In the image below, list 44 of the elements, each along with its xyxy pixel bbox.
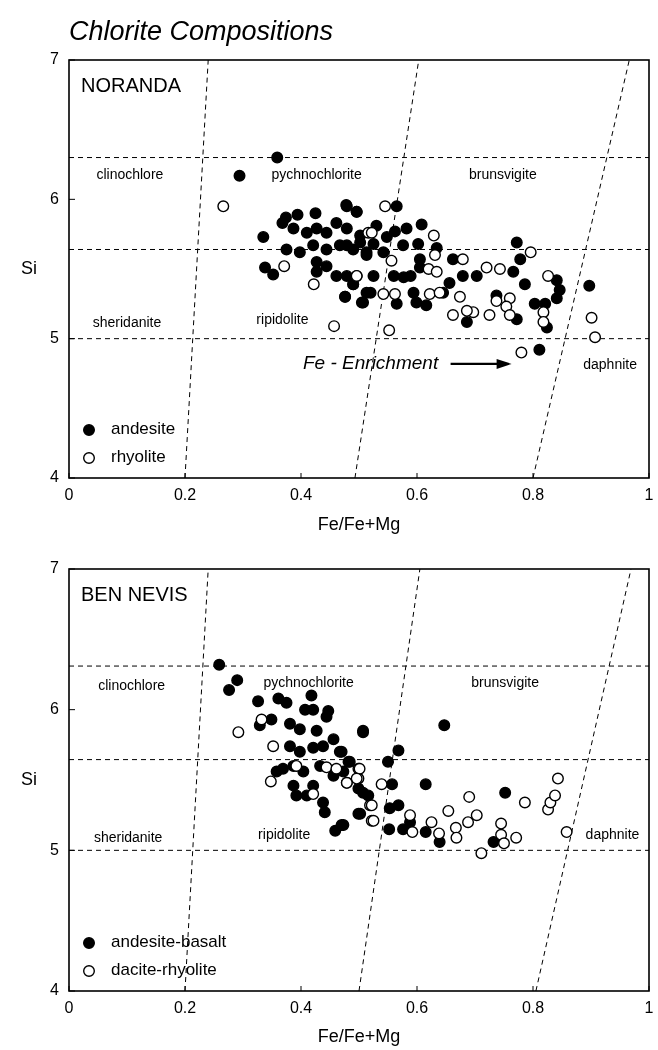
x-tick-label: 0.2 bbox=[173, 486, 197, 503]
annotation: brunsvigite bbox=[471, 673, 540, 690]
annotation: sheridanite bbox=[93, 828, 163, 845]
annotation: sheridanite bbox=[92, 314, 162, 331]
y-tick-label: 7 bbox=[50, 50, 60, 68]
annotation: clinochlore bbox=[96, 166, 164, 183]
annotation: Fe - Enrichment bbox=[303, 351, 439, 373]
annotation: daphnite bbox=[583, 355, 638, 372]
y-tick-label: 7 bbox=[50, 559, 60, 577]
x-axis-title: Fe/Fe+Mg bbox=[317, 514, 401, 534]
x-tick-label: 0.6 bbox=[405, 486, 429, 503]
x-tick-label: 0.4 bbox=[289, 999, 313, 1016]
x-tick-label: 0.6 bbox=[405, 999, 429, 1016]
y-tick-label: 6 bbox=[50, 189, 60, 207]
chart-title: Chlorite Compositions bbox=[69, 16, 334, 46]
annotation: pychnochlorite bbox=[271, 166, 363, 183]
y-axis-title: Si bbox=[20, 257, 38, 278]
x-tick-label: 1 bbox=[644, 486, 654, 503]
y-tick-label: 4 bbox=[50, 981, 60, 999]
x-tick-label: 0.4 bbox=[289, 486, 313, 503]
x-tick-label: 0 bbox=[64, 999, 74, 1016]
text: NORANDA bbox=[81, 74, 182, 96]
text: BEN NEVIS bbox=[81, 583, 188, 605]
annotation: ripidolite bbox=[256, 311, 309, 328]
annotation: clinochlore bbox=[98, 676, 166, 693]
x-tick-label: 1 bbox=[644, 999, 654, 1016]
legend-label: andesite-basalt bbox=[111, 932, 227, 952]
annotation: brunsvigite bbox=[468, 166, 537, 183]
y-tick-label: 5 bbox=[50, 840, 60, 858]
legend-label: rhyolite bbox=[111, 447, 166, 467]
legend-label: andesite bbox=[111, 419, 176, 439]
x-tick-label: 0 bbox=[64, 486, 74, 503]
x-tick-label: 0.8 bbox=[521, 999, 545, 1016]
x-axis-title: Fe/Fe+Mg bbox=[317, 1026, 401, 1046]
annotation: daphnite bbox=[585, 825, 640, 842]
y-tick-label: 6 bbox=[50, 699, 60, 717]
annotation: pychnochlorite bbox=[263, 673, 354, 690]
x-tick-label: 0.2 bbox=[173, 999, 197, 1016]
annotation: ripidolite bbox=[258, 825, 311, 842]
y-tick-label: 4 bbox=[50, 468, 60, 486]
x-tick-label: 0.8 bbox=[521, 486, 545, 503]
y-tick-label: 5 bbox=[50, 328, 60, 346]
legend-label: dacite-rhyolite bbox=[111, 960, 217, 980]
y-axis-title: Si bbox=[20, 768, 38, 789]
